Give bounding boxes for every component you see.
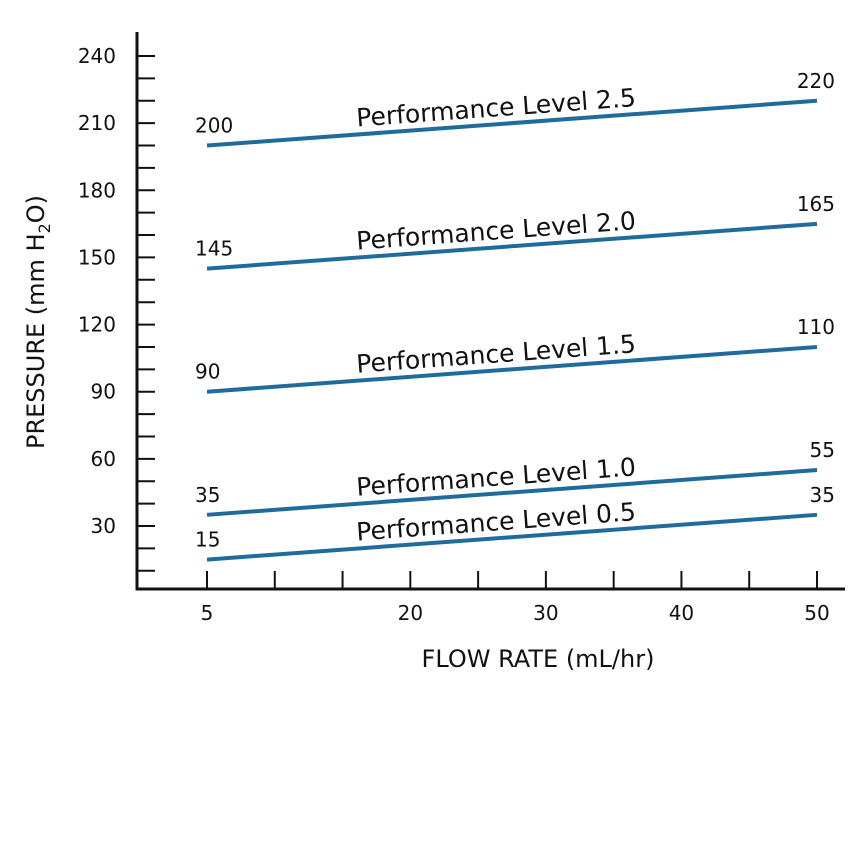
series-start-label: 90: [195, 360, 220, 384]
y-tick-label: 180: [78, 178, 116, 202]
y-axis-title-suffix: O): [22, 195, 50, 223]
series-line: [206, 221, 818, 271]
y-axis-ticks: 30 60 90 120 150 180 210 240: [78, 44, 155, 572]
series-start-label: 145: [195, 237, 233, 261]
series-start-label: 15: [195, 528, 220, 552]
y-axis-title-subscript: 2: [35, 223, 54, 233]
series-end-label: 55: [810, 438, 835, 462]
series-end-label: 35: [810, 483, 835, 507]
series-start-label: 35: [195, 483, 220, 507]
y-tick-label: 60: [91, 447, 116, 471]
x-tick-label: 20: [398, 601, 423, 625]
x-axis-ticks: 5 20 30 40 50: [201, 571, 830, 625]
series-line: [206, 98, 818, 148]
y-tick-label: 150: [78, 245, 116, 269]
y-axis-title: PRESSURE (mm H2O): [22, 195, 54, 449]
series-end-label: 165: [797, 192, 835, 216]
x-tick-label: 40: [669, 601, 694, 625]
series-line: [206, 512, 818, 562]
series-end-label: 220: [797, 69, 835, 93]
series-end-label: 110: [797, 315, 835, 339]
x-tick-label: 50: [804, 601, 829, 625]
y-axis-title-prefix: PRESSURE (mm H: [22, 233, 50, 449]
y-tick-label: 30: [91, 514, 116, 538]
series-start-label: 200: [195, 114, 233, 138]
y-tick-label: 240: [78, 44, 116, 68]
series-line: [206, 344, 818, 394]
axes: [135, 32, 845, 591]
y-tick-label: 90: [91, 380, 116, 404]
x-tick-label: 5: [201, 601, 214, 625]
y-tick-label: 120: [78, 313, 116, 337]
x-tick-label: 30: [533, 601, 558, 625]
series-line: [206, 468, 818, 517]
x-axis-title: FLOW RATE (mL/hr): [422, 645, 655, 673]
y-tick-label: 210: [78, 111, 116, 135]
